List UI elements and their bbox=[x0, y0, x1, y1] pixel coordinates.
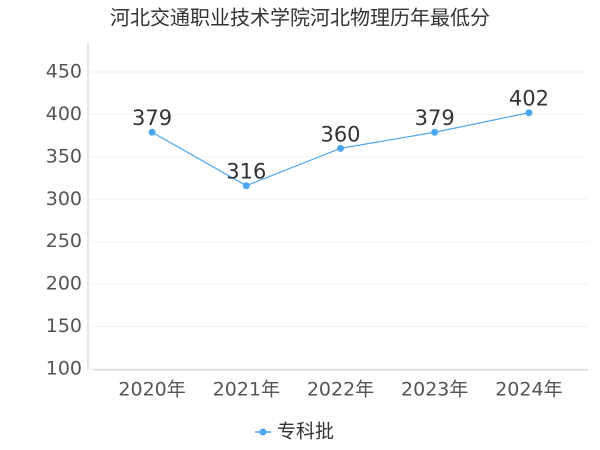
data-label: 379 bbox=[132, 106, 172, 130]
data-point bbox=[337, 144, 344, 152]
legend-marker bbox=[259, 428, 267, 436]
y-tick-label: 150 bbox=[46, 315, 82, 337]
y-tick-label: 350 bbox=[46, 145, 82, 167]
data-point bbox=[148, 128, 156, 136]
y-tick-label: 450 bbox=[46, 61, 82, 83]
data-point bbox=[525, 109, 533, 117]
chart-title: 河北交通职业技术学院河北物理历年最低分 bbox=[110, 6, 490, 30]
data-point bbox=[431, 128, 439, 136]
y-tick-label: 100 bbox=[46, 358, 82, 380]
y-tick-label: 250 bbox=[46, 230, 82, 252]
data-label: 379 bbox=[415, 106, 455, 130]
legend-label: 专科批 bbox=[277, 421, 334, 443]
y-tick-label: 400 bbox=[46, 103, 82, 125]
y-tick-label: 300 bbox=[46, 188, 82, 210]
x-tick-label: 2022年 bbox=[307, 379, 374, 401]
x-tick-label: 2020年 bbox=[118, 379, 185, 401]
x-tick-label: 2024年 bbox=[495, 379, 562, 401]
x-tick-label: 2021年 bbox=[213, 379, 280, 401]
x-tick-label: 2023年 bbox=[401, 379, 468, 401]
data-label: 360 bbox=[320, 122, 360, 146]
y-tick-label: 200 bbox=[46, 273, 82, 295]
data-label: 316 bbox=[226, 160, 266, 184]
data-point bbox=[242, 182, 250, 190]
data-label: 402 bbox=[509, 87, 549, 111]
